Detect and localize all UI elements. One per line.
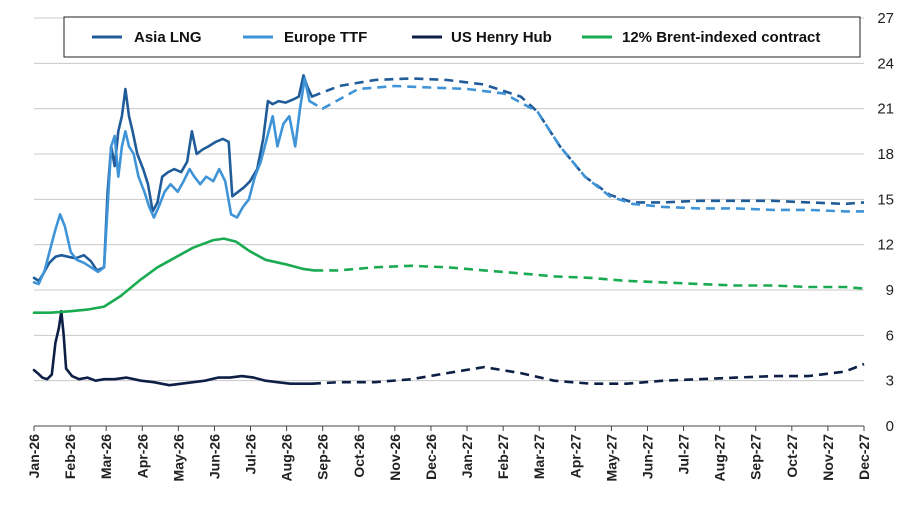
y-tick-label: 18 — [877, 146, 894, 163]
x-tick-label: Apr-26 — [134, 434, 150, 479]
series-lines — [32, 74, 865, 387]
x-tick-label: Oct-26 — [351, 434, 367, 478]
x-tick-label: May-26 — [170, 434, 186, 482]
x-tick-label: Aug-27 — [712, 434, 728, 482]
legend: Asia LNG Europe TTF US Henry Hub 12% Brent-… — [63, 16, 861, 58]
x-tick-label: Mar-27 — [531, 434, 547, 479]
x-tick-label: Jan-27 — [459, 434, 475, 479]
legend-entry-label: Asia LNG — [134, 29, 202, 46]
series-line-europe-ttf-forecast — [308, 84, 864, 213]
legend-entry-label: 12% Brent-indexed contract — [622, 29, 820, 46]
x-tick-label: Jan-26 — [26, 434, 42, 479]
x-tick-label: Nov-26 — [387, 434, 403, 481]
legend-entry-label: US Henry Hub — [451, 29, 552, 46]
x-tick-label: Aug-26 — [279, 434, 295, 482]
legend-box — [63, 16, 861, 58]
x-tick-label: Sep-27 — [748, 434, 764, 480]
series-line-asia-lng-forecast — [311, 77, 865, 206]
x-tick-label: Apr-27 — [567, 434, 583, 479]
y-tick-label: 27 — [877, 10, 894, 27]
x-tick-label: Jul-27 — [676, 434, 692, 475]
x-tick-label: Mar-26 — [98, 434, 114, 479]
x-tick-label: Oct-27 — [784, 434, 800, 478]
series-line-12-brent-indexed-contract-forecast — [314, 264, 865, 290]
y-tick-label: 15 — [877, 191, 894, 208]
x-tick-label: Feb-26 — [62, 434, 78, 479]
series-line-us-henry-hub-actual — [32, 309, 314, 387]
x-tick-label: Dec-26 — [423, 434, 439, 480]
series-line-12-brent-indexed-contract-actual — [32, 237, 316, 315]
y-tick-label: 21 — [877, 101, 894, 118]
y-tick-label: 12 — [877, 237, 894, 254]
y-tick-label: 24 — [877, 55, 894, 72]
x-tick-label: Sep-26 — [315, 434, 331, 480]
y-tick-label: 6 — [886, 327, 894, 344]
x-tick-label: Dec-27 — [856, 434, 872, 480]
x-tick-label: May-27 — [603, 434, 619, 482]
x-tick-label: Jul-26 — [243, 434, 259, 475]
y-tick-label: 0 — [886, 418, 894, 435]
x-tick-label: Feb-27 — [495, 434, 511, 479]
series-line-europe-ttf-actual — [32, 77, 311, 286]
x-tick-label: Jun-26 — [206, 434, 222, 479]
series-line-asia-lng-actual — [32, 74, 314, 283]
x-tick-label: Nov-27 — [820, 434, 836, 481]
y-tick-label: 9 — [886, 282, 894, 299]
x-tick-label: Jun-27 — [639, 434, 655, 479]
x-axis-ticks: Jan-26 Feb-26 Mar-26 Apr-26 May-26 Jun-26 Jul-… — [26, 425, 872, 482]
y-tick-label: 3 — [886, 373, 894, 390]
y-axis-ticks: 0 3 6 9 12 15 18 21 24 27 — [877, 10, 894, 435]
legend-entry-label: Europe TTF — [284, 29, 367, 46]
